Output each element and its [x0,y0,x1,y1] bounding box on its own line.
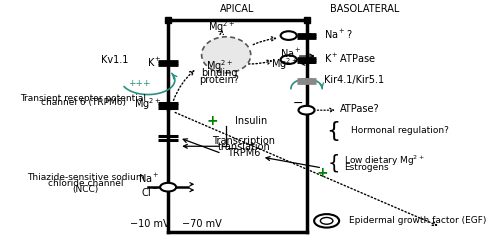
Text: Insulin: Insulin [235,116,268,126]
Text: protein?: protein? [200,75,239,85]
Text: −: − [292,97,303,109]
Circle shape [320,218,333,224]
Text: APICAL: APICAL [220,4,254,14]
Circle shape [298,106,314,114]
Text: Mg$^{2+}$: Mg$^{2+}$ [134,96,162,112]
Text: Mg$^{2+}$: Mg$^{2+}$ [270,57,298,72]
Text: Transient receptor potential: Transient receptor potential [20,94,146,103]
Text: (NCC): (NCC) [72,185,99,194]
Text: Mg$^{2+}$: Mg$^{2+}$ [208,19,236,35]
Text: Na$^+$?: Na$^+$? [324,28,352,41]
Text: Low dietary Mg$^{2+}$: Low dietary Mg$^{2+}$ [344,153,426,168]
Text: Thiazide-sensitive sodium: Thiazide-sensitive sodium [26,173,144,182]
Text: Cl$^-$: Cl$^-$ [142,186,159,198]
Text: K$^+$ATPase: K$^+$ATPase [324,52,376,65]
Text: Kir4.1/Kir5.1: Kir4.1/Kir5.1 [324,75,384,85]
Text: channel 6 (TRPM6): channel 6 (TRPM6) [41,98,126,107]
Text: Transcription: Transcription [212,136,276,146]
Text: chloride channel: chloride channel [48,179,124,188]
Circle shape [314,214,339,227]
Text: TRPM6: TRPM6 [228,149,260,159]
Circle shape [160,183,176,191]
Circle shape [280,55,296,64]
Text: Estrogens: Estrogens [344,163,389,172]
Text: Mg$^{2+}$: Mg$^{2+}$ [206,58,233,74]
Text: +: + [207,114,218,128]
Text: K$^+$: K$^+$ [147,55,162,68]
Text: Na$^+$: Na$^+$ [138,172,159,185]
Text: translation: translation [218,143,270,152]
Text: Na$^+$: Na$^+$ [280,47,301,60]
Text: −70 mV: −70 mV [182,219,222,229]
Text: {: { [326,121,340,141]
Text: BASOLATERAL: BASOLATERAL [330,4,400,14]
Text: −10 mV: −10 mV [130,219,170,229]
Text: +: + [316,166,328,180]
Ellipse shape [202,37,250,73]
Text: Hormonal regulation?: Hormonal regulation? [351,126,449,135]
Text: binding: binding [201,68,237,78]
Circle shape [280,31,296,40]
Text: {: { [327,154,340,173]
Text: ATPase?: ATPase? [340,104,380,114]
Text: Kv1.1: Kv1.1 [101,55,128,65]
Text: +++: +++ [128,79,150,88]
Text: Epidermal growth factor (EGF): Epidermal growth factor (EGF) [349,216,486,225]
